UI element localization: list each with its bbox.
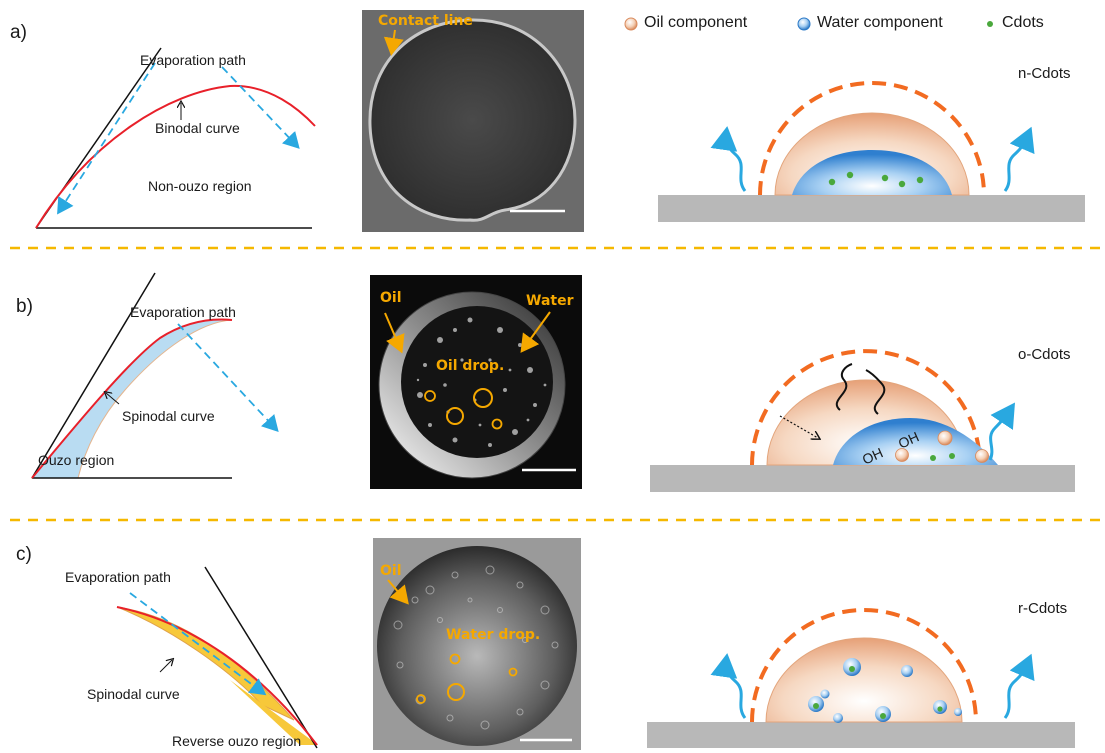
panel-label-a: a) <box>10 22 27 43</box>
legend-water-label: Water component <box>817 14 943 31</box>
oil-component-icon <box>624 17 638 31</box>
droplet-schematic-c <box>647 608 1075 748</box>
evaporation-arrow-b <box>177 323 279 432</box>
n-cdots-label: n-Cdots <box>1018 65 1071 82</box>
evaporation-path-label-a: Evaporation path <box>140 52 246 68</box>
spinodal-curve-label-c: Spinodal curve <box>87 686 180 702</box>
oil-label-b: Oil <box>380 290 402 306</box>
micrograph-a <box>362 10 584 232</box>
phase-diagram-b <box>30 272 279 479</box>
cdots-icon <box>987 21 993 27</box>
panel-label-b: b) <box>16 296 33 317</box>
evaporation-arrow-a2 <box>221 66 300 149</box>
non-ouzo-region-label: Non-ouzo region <box>148 178 252 194</box>
water-component-icon <box>797 17 811 31</box>
water-bubbles-c <box>808 658 962 723</box>
spinodal-curve-c <box>116 606 318 746</box>
legend-oil-label: Oil component <box>644 14 748 31</box>
phase-diagram-c <box>116 566 318 749</box>
water-label-b: Water <box>526 293 574 309</box>
oil-drop-label: Oil drop. <box>436 358 505 374</box>
oil-label-c: Oil <box>380 563 402 579</box>
panel-label-c: c) <box>16 544 32 565</box>
spinodal-curve-label-b: Spinodal curve <box>122 408 215 424</box>
reverse-ouzo-fill-c <box>116 606 295 721</box>
r-cdots-label: r-Cdots <box>1018 600 1068 617</box>
binodal-curve-label: Binodal curve <box>155 120 240 136</box>
binodal-curve-a <box>35 84 316 229</box>
evaporation-path-label-b: Evaporation path <box>130 304 236 320</box>
water-drop-label: Water drop. <box>446 627 541 643</box>
contact-line-label: Contact line <box>378 13 473 29</box>
phase-diagram-a <box>35 47 316 229</box>
evaporation-arrow-c <box>129 592 267 696</box>
droplet-schematic-a <box>658 81 1085 222</box>
o-cdots-label: o-Cdots <box>1018 346 1071 363</box>
spinodal-curve-b <box>31 318 233 479</box>
ouzo-region-label: Ouzo region <box>38 452 115 468</box>
evaporation-arrow-a1 <box>57 62 156 215</box>
evaporation-path-label-c: Evaporation path <box>65 569 171 585</box>
droplet-schematic-b <box>650 349 1075 492</box>
reverse-ouzo-region-label: Reverse ouzo region <box>172 733 302 749</box>
droplet-texture-c <box>393 565 559 730</box>
legend-cdots-label: Cdots <box>1002 14 1044 31</box>
micrograph-b <box>370 275 582 489</box>
yellow-wedge-c <box>230 680 318 745</box>
micrograph-c <box>373 538 581 750</box>
